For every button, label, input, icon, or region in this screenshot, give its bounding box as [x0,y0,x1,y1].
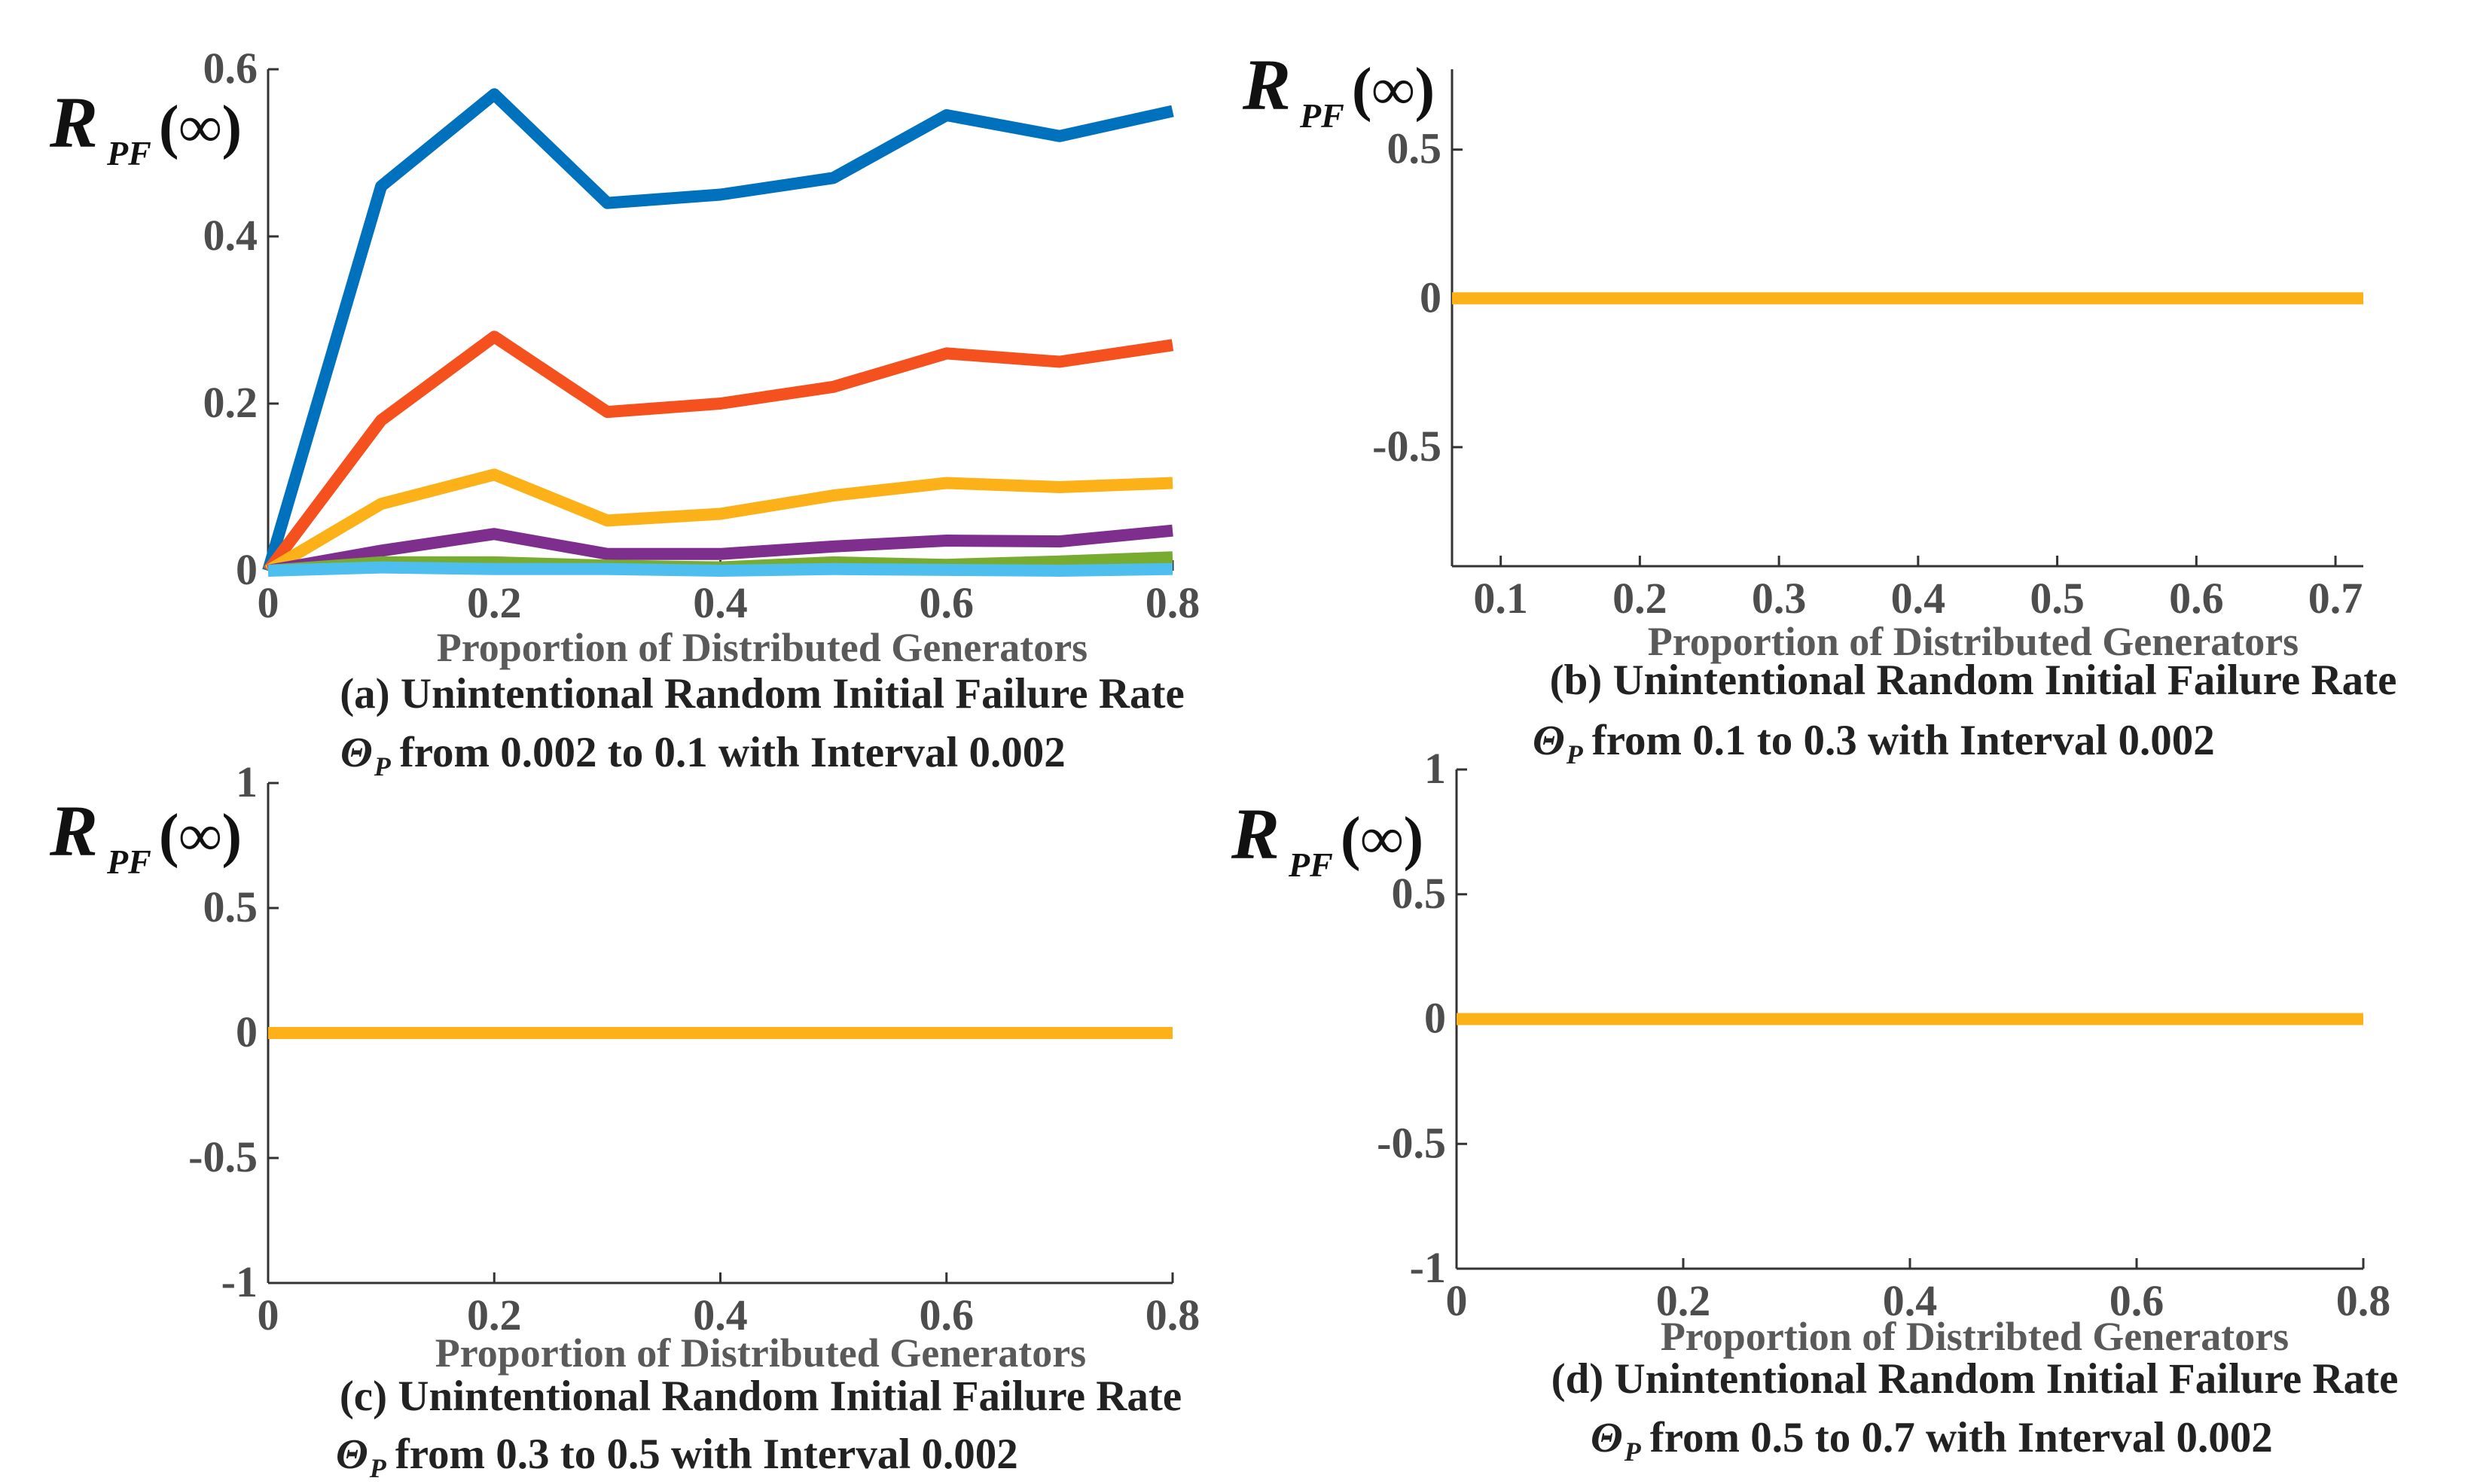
y-axis-label-sub: PF [1299,96,1344,135]
y-tick-label: 1 [1424,744,1446,793]
x-tick-label: 0.6 [920,1291,975,1339]
x-tick-label: 0.8 [1146,1291,1200,1339]
y-axis-label-sub: PF [1288,846,1333,884]
y-tick-label: 0 [1420,273,1441,321]
x-tick-label: 0.8 [1146,578,1200,627]
y-axis-label: R PF (∞) [49,82,242,172]
x-tick-label: 0.2 [467,1291,522,1339]
x-tick-label: 0.2 [1656,1276,1711,1325]
caption-line-2: ΘP from 0.1 to 0.3 with Interval 0.002 [1533,717,2215,769]
caption-theta-sub: P [374,751,392,782]
x-axis-label: Proportion of Distributed Generators [1648,619,2299,664]
y-tick-label: 0 [236,1007,258,1056]
caption-theta: Θ [340,730,373,776]
caption-line-1: (d) Unintentional Random Initial Failure… [1551,1355,2399,1403]
x-axis-label: Proportion of Distribted Generators [1661,1314,2289,1359]
y-axis-label: R PF (∞) [49,791,242,881]
series-line-6 [267,561,1173,577]
y-tick-label: 0.5 [203,882,258,931]
caption-line-2-text: from 0.3 to 0.5 with Interval 0.002 [395,1431,1018,1478]
x-tick-label: 0 [258,1291,279,1339]
x-tick-label: 0.2 [1612,574,1667,623]
x-tick-label: 0 [1446,1276,1468,1325]
caption-theta-sub: P [1566,739,1584,769]
x-axis-label: Proportion of Distributed Generators [435,1330,1086,1376]
y-tick-label: 0.2 [203,378,258,427]
caption-line-2: ΘP from 0.002 to 0.1 with Interval 0.002 [340,729,1066,782]
x-tick-label: 0.2 [467,578,522,627]
x-tick-label: 0 [258,578,279,627]
x-axis-label: Proportion of Distributed Generators [437,625,1088,670]
y-tick-label: -1 [1410,1243,1446,1292]
caption-line-2-text: from 0.002 to 0.1 with Interval 0.002 [400,729,1066,776]
y-axis-label-suffix: (∞) [1341,806,1423,872]
y-tick-label: 0.6 [203,44,258,93]
series-line-3 [264,468,1173,576]
x-tick-label: 0.8 [2336,1276,2391,1325]
x-tick-label: 0.4 [693,1291,748,1339]
y-axis-label-sub: PF [106,134,151,172]
x-tick-label: 0.1 [1473,574,1528,623]
caption-theta: Θ [1591,1415,1623,1461]
caption-theta: Θ [1533,718,1565,764]
caption-theta-sub: P [1624,1437,1642,1467]
x-tick-label: 0.6 [920,578,975,627]
caption-line-1: (c) Unintentional Random Initial Failure… [340,1373,1182,1420]
series-line-4 [267,524,1173,577]
caption-line-2: ΘP from 0.3 to 0.5 with Interval 0.002 [336,1431,1018,1483]
y-tick-label: 0 [1424,994,1446,1043]
y-axis-label-main: R [1242,44,1291,125]
y-axis-label-suffix: (∞) [159,803,242,869]
caption-line-2-text: from 0.1 to 0.3 with Interval 0.002 [1592,717,2215,764]
y-tick-label: -0.5 [188,1132,258,1181]
y-tick-label: -1 [221,1257,258,1306]
caption-line-1: (a) Unintentional Random Initial Failure… [340,670,1185,718]
y-axis-label-suffix: (∞) [1352,56,1435,123]
y-tick-label: -0.5 [1377,1118,1446,1167]
y-tick-label: -0.5 [1372,422,1441,471]
x-tick-label: 0.4 [1891,574,1946,623]
x-tick-label: 0.7 [2308,574,2363,623]
x-tick-label: 0.5 [2030,574,2085,623]
panel-a: 0 0.2 0.4 0.6 0 0.2 0.4 0.6 0.8 R PF (∞) Proportion … [49,44,1200,782]
y-axis-label-sub: PF [106,843,151,881]
x-tick-label: 0.4 [1883,1276,1938,1325]
y-tick-label: 0.5 [1387,124,1442,173]
x-tick-label: 0.4 [693,578,748,627]
y-axis-label-main: R [49,82,98,163]
caption-line-2: ΘP from 0.5 to 0.7 with Interval 0.002 [1591,1414,2273,1467]
y-axis-label-main: R [49,791,98,871]
x-tick-label: 0.6 [2110,1276,2164,1325]
caption-line-2-text: from 0.5 to 0.7 with Interval 0.002 [1650,1414,2273,1461]
y-axis-label: R PF (∞) [1231,794,1423,884]
y-axis-label-main: R [1231,794,1280,874]
panel-d: -1 -0.5 0 0.5 1 0 0.2 0.4 0.6 0.8 R PF (∞) Proportion… [1231,744,2398,1467]
series-line-2 [263,331,1174,574]
caption-line-1: (b) Unintentional Random Initial Failure… [1550,657,2397,704]
caption-theta-sub: P [369,1453,387,1483]
panel-c: -1 -0.5 0 0.5 1 0 0.2 0.4 0.6 0.8 R PF (∞) Proportion… [49,757,1200,1483]
panel-b: -0.5 0 0.5 0.1 0.2 0.3 0.4 0.5 0.6 0.7 R PF (∞) Propo… [1242,44,2396,769]
y-tick-label: 0.5 [1392,869,1447,918]
caption-theta: Θ [336,1431,368,1478]
series-line-1 [262,88,1174,573]
y-tick-label: 0 [236,545,258,594]
x-tick-label: 0.3 [1752,574,1807,623]
y-axis-label-suffix: (∞) [159,94,242,160]
x-tick-label: 0.6 [2169,574,2224,623]
y-tick-label: 1 [236,757,258,806]
y-axis-label: R PF (∞) [1242,44,1435,135]
y-tick-label: 0.4 [203,211,258,260]
